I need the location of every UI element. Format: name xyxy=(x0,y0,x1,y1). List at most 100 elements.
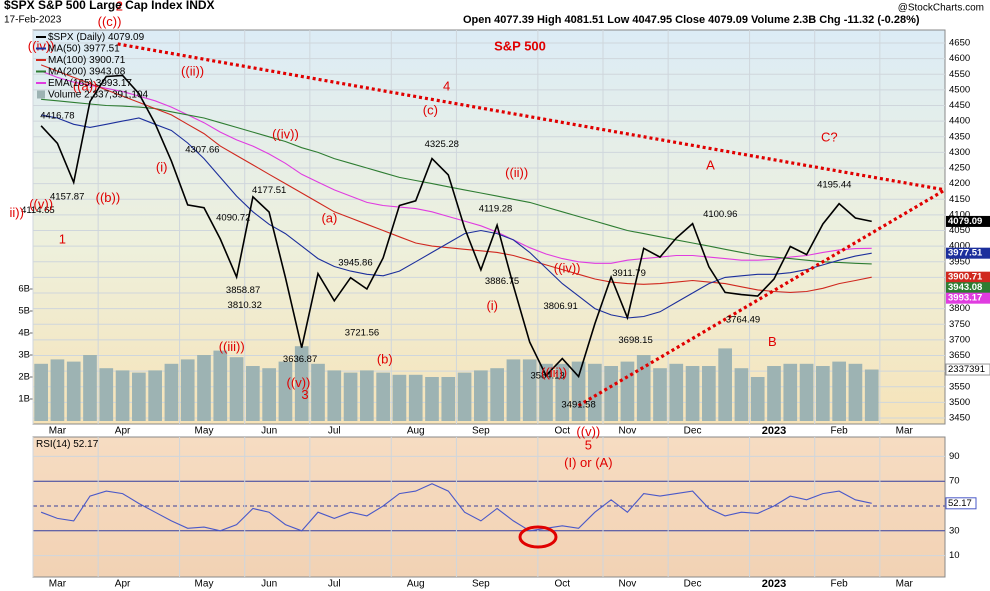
volume-bar xyxy=(408,374,423,421)
volume-tick-label: 6B xyxy=(18,284,30,295)
rsi-last: 52.17 xyxy=(73,439,98,450)
y-tick-label: 3950 xyxy=(949,256,970,267)
volume-bar xyxy=(148,370,162,421)
ma-line xyxy=(40,114,872,319)
rsi-tick-label: 10 xyxy=(949,550,960,561)
x-tick-label: Sep xyxy=(472,579,490,590)
volume-bar xyxy=(864,369,879,421)
wave-label: ((iv)) xyxy=(28,39,55,54)
volume-bar xyxy=(213,350,228,421)
volume-bar xyxy=(539,363,553,421)
legend-name: MA(50) xyxy=(48,43,81,54)
legend-name: MA(100) xyxy=(48,55,86,66)
volume-bar xyxy=(816,366,830,421)
y-tick-label: 3450 xyxy=(949,413,970,424)
y-tick-label: 4050 xyxy=(949,225,970,236)
wave-label: 2 xyxy=(116,0,123,14)
price-label: 3584.13 xyxy=(530,371,564,382)
price-label: 4119.28 xyxy=(479,203,513,214)
legend-entry: $SPX (Daily) 4079.09 xyxy=(48,32,145,43)
price-label: 3721.56 xyxy=(345,328,379,339)
y-tick-label: 4650 xyxy=(949,38,970,49)
last-value-box xyxy=(945,497,977,510)
last-value: 3993.17 xyxy=(948,293,982,304)
rsi-highlight xyxy=(518,525,558,549)
volume-bar xyxy=(34,363,48,421)
last-value: 52.17 xyxy=(948,498,972,509)
price-label: 4157.87 xyxy=(50,191,84,202)
rsi-legend: RSI(14) 52.17 xyxy=(36,439,99,450)
legend-entry: Volume 2,337,391,104 xyxy=(48,89,149,100)
y-tick-label: 4400 xyxy=(949,116,970,127)
volume-bar xyxy=(376,372,390,421)
legend-entry: MA(50) 3977.51 xyxy=(48,43,120,54)
legend-entry: MA(200) 3943.08 xyxy=(48,66,126,77)
rsi-tick-label: 90 xyxy=(949,451,960,462)
wave-label: ((v)) xyxy=(576,424,600,439)
x-tick-label: Oct xyxy=(555,579,571,590)
last-value-box xyxy=(946,282,990,294)
x-tick-label: Nov xyxy=(619,579,637,590)
y-tick-label: 4600 xyxy=(949,53,970,64)
ma-line xyxy=(40,64,872,293)
legend-name: Volume xyxy=(48,89,82,100)
rsi-panel xyxy=(32,436,946,578)
volume-bar xyxy=(474,370,488,421)
x-tick-label: 2023 xyxy=(762,425,786,437)
last-value-box xyxy=(945,363,990,376)
wave-label: ((iv)) xyxy=(272,127,299,142)
volume-bar xyxy=(669,363,684,421)
last-value-box xyxy=(946,271,990,283)
volume-tick-label: 1B xyxy=(18,394,30,405)
chart-title: S&P 500 xyxy=(494,38,546,53)
price-label: 3810.32 xyxy=(228,300,262,311)
volume-bar xyxy=(278,361,293,421)
y-tick-label: 4000 xyxy=(949,241,970,252)
wave-label: (i) xyxy=(156,159,168,174)
y-tick-label: 3700 xyxy=(949,334,970,345)
y-tick-label: 4150 xyxy=(949,194,970,205)
x-tick-label: Jun xyxy=(261,579,277,590)
volume-tick-label: 3B xyxy=(18,350,30,361)
volume-bar xyxy=(588,363,602,421)
price-label: 3911.79 xyxy=(612,268,646,279)
price-label: 4114.65 xyxy=(21,205,55,216)
volume-bar xyxy=(115,370,130,421)
legend-name: $SPX (Daily) xyxy=(48,32,105,43)
price-label: 3491.58 xyxy=(561,400,595,411)
wave-label: C? xyxy=(821,129,838,144)
volume-bar xyxy=(229,357,244,421)
y-tick-label: 4100 xyxy=(949,209,970,220)
last-value-box xyxy=(946,292,990,304)
volume-bar xyxy=(327,370,342,421)
y-tick-label: 4200 xyxy=(949,178,970,189)
legend-entry: EMA(165) 3993.17 xyxy=(48,78,132,89)
price-label: 4090.72 xyxy=(216,212,250,223)
price-label: 3806.91 xyxy=(543,301,577,312)
last-value: 4079.09 xyxy=(948,216,982,227)
volume-tick-label: 4B xyxy=(18,328,30,339)
volume-bar xyxy=(555,363,570,421)
volume-bar xyxy=(653,368,667,421)
ma-line xyxy=(40,70,872,264)
volume-bar xyxy=(343,372,358,421)
wave-label: ((c)) xyxy=(98,14,122,29)
volume-bar xyxy=(734,368,749,421)
wave-label: ((v)) xyxy=(29,197,53,212)
volume-bar xyxy=(620,361,635,421)
wave-label: A xyxy=(706,158,715,173)
legend-value: 3977.51 xyxy=(84,43,121,54)
volume-bar xyxy=(457,372,472,421)
volume-bar xyxy=(164,363,179,421)
volume-tick-label: 2B xyxy=(18,372,30,383)
price-line xyxy=(40,74,872,379)
x-tick-label: Jul xyxy=(328,426,341,437)
wave-label: 5 xyxy=(585,437,592,452)
x-tick-label: Apr xyxy=(115,426,131,437)
x-tick-label: Oct xyxy=(555,426,571,437)
wave-label: ((a)) xyxy=(73,79,98,94)
volume-bar xyxy=(441,377,456,421)
price-label: 3636.87 xyxy=(283,354,317,365)
x-tick-label: Nov xyxy=(619,426,637,437)
date: 17-Feb-2023 xyxy=(4,15,62,26)
